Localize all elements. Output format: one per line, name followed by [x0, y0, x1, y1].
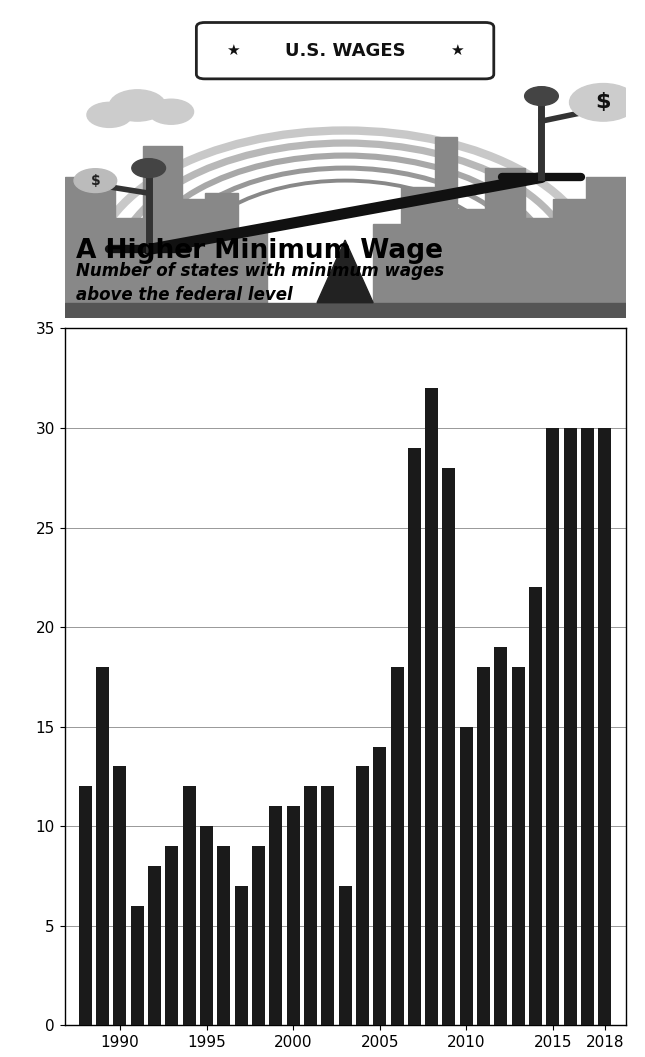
Bar	[217, 846, 230, 1025]
Circle shape	[110, 90, 166, 122]
Bar	[200, 827, 213, 1025]
Bar	[286, 806, 300, 1025]
Bar	[457, 209, 486, 318]
Polygon shape	[317, 240, 373, 302]
Circle shape	[524, 87, 559, 106]
Bar	[477, 667, 490, 1025]
Bar	[96, 667, 109, 1025]
Bar	[486, 168, 524, 318]
Circle shape	[570, 84, 637, 122]
Bar	[495, 647, 508, 1025]
Bar	[390, 667, 404, 1025]
Bar	[408, 448, 421, 1025]
Circle shape	[148, 99, 193, 125]
Bar	[511, 667, 525, 1025]
Bar	[270, 806, 283, 1025]
Bar	[115, 218, 143, 318]
Bar	[373, 746, 386, 1025]
Bar	[581, 428, 594, 1025]
Text: $: $	[90, 173, 100, 187]
Bar	[239, 230, 266, 318]
Bar	[304, 786, 317, 1025]
Text: A Higher Minimum Wage: A Higher Minimum Wage	[75, 238, 442, 264]
Bar	[524, 218, 553, 318]
FancyBboxPatch shape	[196, 22, 494, 79]
Bar	[252, 846, 265, 1025]
Bar	[401, 187, 435, 318]
Bar	[435, 136, 457, 318]
Bar	[529, 588, 542, 1025]
Circle shape	[132, 159, 166, 178]
Bar	[321, 786, 334, 1025]
Text: $: $	[595, 92, 611, 112]
Bar	[356, 766, 369, 1025]
Bar	[546, 428, 559, 1025]
Bar	[183, 200, 205, 318]
Bar	[143, 146, 183, 318]
Bar	[586, 178, 626, 318]
Bar	[235, 886, 248, 1025]
Bar	[425, 388, 438, 1025]
Text: Number of states with minimum wages
above the federal level: Number of states with minimum wages abov…	[75, 262, 444, 303]
Bar	[114, 766, 126, 1025]
Bar	[626, 224, 645, 318]
Bar	[339, 886, 352, 1025]
Bar	[460, 726, 473, 1025]
Bar	[599, 428, 611, 1025]
Bar	[165, 846, 179, 1025]
Bar	[64, 302, 626, 318]
Bar	[79, 786, 92, 1025]
Text: ★: ★	[450, 43, 464, 58]
Bar	[373, 224, 401, 318]
Bar	[205, 193, 239, 318]
Bar	[183, 786, 195, 1025]
Bar	[64, 178, 115, 318]
Text: U.S. WAGES: U.S. WAGES	[284, 41, 406, 59]
Bar	[553, 200, 586, 318]
Circle shape	[74, 169, 117, 192]
Circle shape	[87, 103, 132, 128]
Text: ★: ★	[226, 43, 240, 58]
Bar	[131, 906, 144, 1025]
Bar	[564, 428, 577, 1025]
Bar	[442, 468, 455, 1025]
Bar	[148, 866, 161, 1025]
